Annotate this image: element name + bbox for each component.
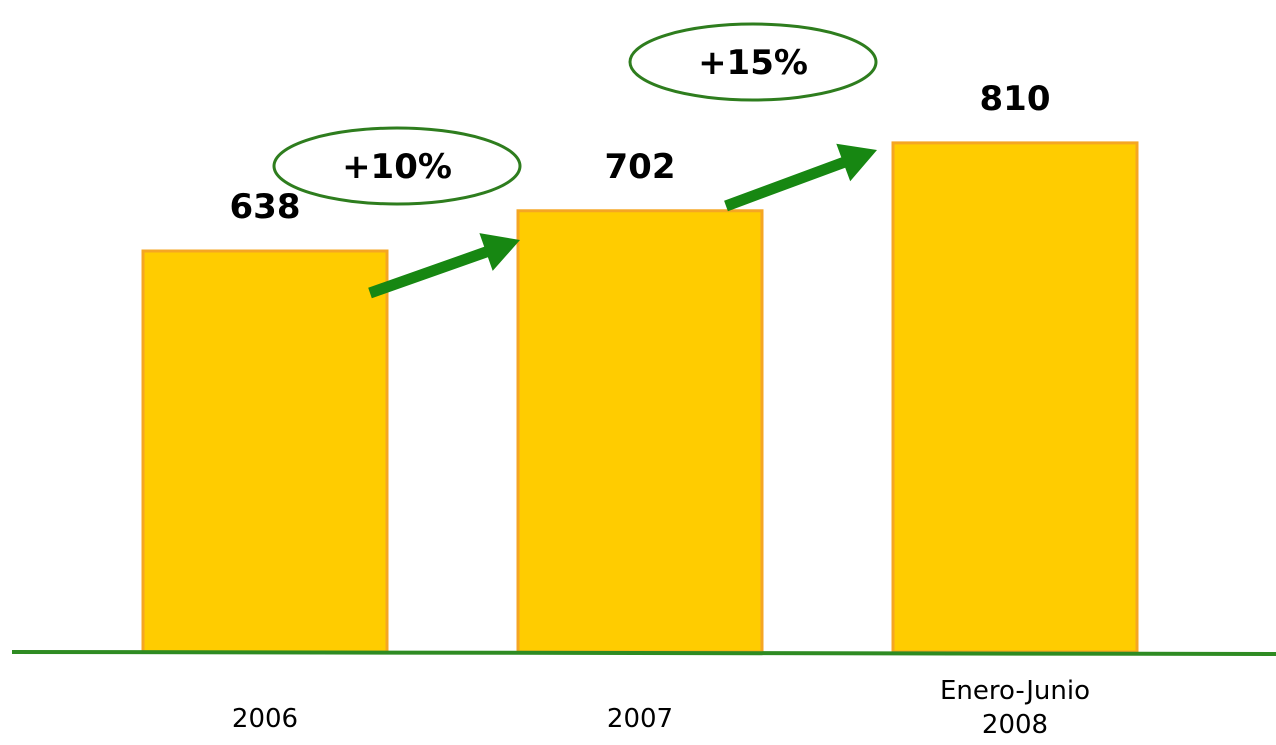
bar-value-label: 702 [605,147,676,187]
category-label: 2008 [982,710,1048,740]
x-axis-line [11,650,1276,656]
labels-layer: 638 2006 702 2007 810 Enero-Junio 2008 +10% +15% [230,43,1090,740]
growth-label: +10% [342,147,452,187]
bar-value-label: 810 [980,79,1051,119]
growth-ellipse [628,22,878,102]
bars-layer [141,141,1139,654]
growth-ellipse [272,126,522,206]
category-label: 2007 [607,704,673,734]
growth-label: +15% [698,43,808,83]
bar-2 [891,141,1139,654]
growth-arrow [724,143,877,212]
category-label: 2006 [232,704,298,734]
bar-0 [141,249,389,654]
category-label: Enero-Junio [940,676,1090,706]
growth-arrow [368,233,520,299]
bar-value-label: 638 [230,187,301,227]
growth-arrows-layer [272,22,878,299]
bar-1 [516,209,764,654]
